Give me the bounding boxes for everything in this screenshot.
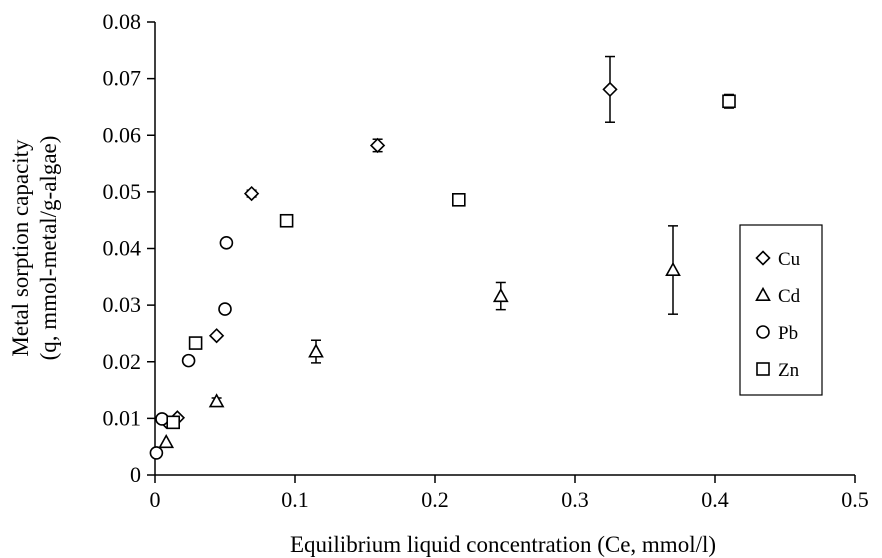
legend-item-cu: Cu bbox=[755, 249, 801, 270]
data-point bbox=[219, 236, 234, 250]
data-point bbox=[243, 185, 260, 202]
data-point bbox=[492, 287, 509, 303]
x-tick-label: 0.1 bbox=[281, 487, 309, 512]
y-axis-title: Metal sorption capacity (q, mmol-metal/g… bbox=[8, 136, 61, 361]
y-axis-ticks: 0 0.01 0.02 0.03 0.04 0.05 0.06 0.07 0.08 bbox=[103, 9, 155, 487]
data-point bbox=[218, 302, 232, 316]
x-tick-label: 0.3 bbox=[561, 487, 589, 512]
x-axis-ticks: 0 0.1 0.2 0.3 0.4 0.5 bbox=[150, 475, 869, 512]
data-point bbox=[602, 81, 618, 98]
series-cd bbox=[158, 225, 681, 449]
legend-label: Cd bbox=[778, 286, 801, 307]
legend-box bbox=[739, 224, 823, 396]
y-tick-label: 0.02 bbox=[103, 349, 142, 374]
legend-item-cd: Cd bbox=[755, 286, 801, 307]
data-point bbox=[665, 261, 681, 277]
legend-marker bbox=[756, 325, 770, 339]
data-point bbox=[158, 434, 175, 449]
y-tick-label: 0.05 bbox=[103, 179, 142, 204]
legend-label: Cu bbox=[778, 249, 801, 270]
x-tick-label: 0.5 bbox=[841, 487, 869, 512]
data-point bbox=[308, 343, 324, 358]
data-point bbox=[181, 353, 196, 368]
y-tick-label: 0 bbox=[130, 462, 141, 487]
legend-label: Zn bbox=[778, 360, 800, 381]
y-tick-label: 0.03 bbox=[103, 292, 142, 317]
legend-marker bbox=[755, 250, 771, 266]
x-axis-title: Equilibrium liquid concentration (Ce, mm… bbox=[290, 532, 716, 557]
data-marks bbox=[149, 55, 736, 460]
data-point bbox=[155, 412, 169, 426]
legend-marker bbox=[756, 362, 770, 376]
y-axis-title-line1: Metal sorption capacity bbox=[8, 139, 33, 357]
series-pb bbox=[149, 236, 234, 460]
y-tick-label: 0.06 bbox=[103, 122, 142, 147]
data-point bbox=[208, 393, 225, 408]
data-point bbox=[208, 328, 225, 344]
data-point bbox=[149, 446, 164, 460]
x-tick-label: 0 bbox=[150, 487, 161, 512]
data-point bbox=[451, 193, 466, 207]
data-point bbox=[188, 336, 203, 350]
y-tick-label: 0.01 bbox=[103, 405, 142, 430]
y-tick-label: 0.08 bbox=[103, 9, 142, 34]
data-point bbox=[722, 94, 736, 109]
legend: Cu Cd Pb Zn bbox=[739, 224, 823, 396]
legend-label: Pb bbox=[778, 323, 798, 344]
x-tick-label: 0.2 bbox=[421, 487, 449, 512]
x-tick-label: 0.4 bbox=[701, 487, 729, 512]
data-point bbox=[166, 415, 180, 430]
y-axis-title-line2: (q, mmol-metal/g-algae) bbox=[36, 136, 61, 361]
series-zn bbox=[166, 93, 736, 430]
y-tick-label: 0.07 bbox=[103, 66, 142, 91]
legend-item-pb: Pb bbox=[756, 323, 798, 344]
legend-marker bbox=[755, 286, 771, 302]
legend-item-zn: Zn bbox=[756, 360, 800, 381]
data-point bbox=[279, 213, 294, 228]
data-point bbox=[369, 137, 386, 154]
y-tick-label: 0.04 bbox=[103, 236, 142, 261]
